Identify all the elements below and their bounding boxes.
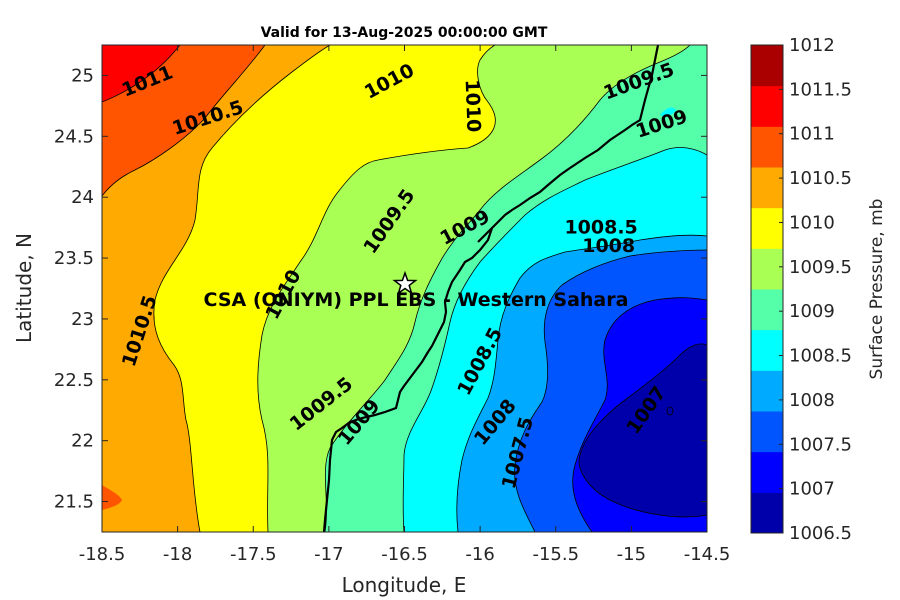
x-tick-label: -16	[465, 544, 494, 565]
colorbar-segment	[751, 167, 783, 209]
x-tick-label: -15.5	[532, 544, 579, 565]
y-tick-label: 22.5	[54, 370, 94, 391]
chart-title: Valid for 13-Aug-2025 00:00:00 GMT	[261, 25, 548, 41]
colorbar-tick-label: 1011	[789, 124, 835, 145]
fill-band-1006-5	[579, 343, 707, 517]
colorbar-segment	[751, 492, 783, 534]
x-tick-label: -18.5	[79, 544, 126, 565]
colorbar-segment	[751, 85, 783, 127]
fill-band-1011-5	[102, 45, 180, 102]
contour-label: 1008	[582, 235, 635, 257]
colorbar-tick-label: 1007	[789, 479, 835, 500]
colorbar: 1006.5 1007 1007.5 1008 1008.5 1009 1009.5 1010…	[750, 35, 852, 544]
y-tick-label: 24.5	[54, 126, 94, 147]
colorbar-label: Surface Pressure, mb	[867, 199, 887, 380]
colorbar-frame	[750, 44, 784, 534]
x-tick-label: -16.5	[381, 544, 428, 565]
colorbar-segment	[751, 126, 783, 168]
colorbar-segment	[751, 45, 783, 87]
colorbar-tick-label: 1006.5	[789, 523, 852, 544]
fill-spot-1010-5-w	[141, 312, 155, 324]
x-tick-label: -17	[314, 544, 343, 565]
x-axis-ticks: -18.5 -18 -17.5 -17 -16.5 -16 -15.5 -15 -14.5	[79, 45, 731, 565]
contour-lines	[102, 45, 707, 532]
y-tick-label: 23.5	[54, 248, 94, 269]
y-tick-label: 22	[71, 431, 94, 452]
colorbar-segment	[751, 289, 783, 331]
colorbar-tick-label: 1011.5	[789, 79, 852, 100]
coastline	[322, 45, 660, 532]
colorbar-tick-label: 1010.5	[789, 168, 852, 189]
colorbar-tick-label: 1007.5	[789, 434, 852, 455]
colorbar-segment	[751, 370, 783, 412]
colorbar-tick-label: 1008	[789, 390, 835, 411]
y-tick-label: 21.5	[54, 492, 94, 513]
fill-band-1011	[102, 45, 265, 196]
colorbar-segment	[751, 451, 783, 493]
colorbar-tick-label: 1012	[789, 35, 835, 56]
colorbar-segment	[751, 411, 783, 453]
colorbar-segment	[751, 329, 783, 371]
y-tick-label: 25	[71, 65, 94, 86]
contour-label: 1008.5	[564, 217, 637, 239]
fill-spot-1011-sw	[102, 485, 122, 510]
x-tick-label: -14.5	[684, 544, 731, 565]
station-label: CSA (ONIYM) PPL EBS - Western Sahara	[204, 289, 629, 311]
colorbar-tick-label: 1010	[789, 212, 835, 233]
x-axis-label: Longitude, E	[342, 573, 467, 597]
y-axis-ticks: 21.5 22 22.5 23 23.5 24 24.5 25	[54, 65, 707, 513]
x-tick-label: -15	[617, 544, 646, 565]
colorbar-segment	[751, 207, 783, 249]
x-tick-label: -17.5	[230, 544, 277, 565]
y-tick-label: 24	[71, 187, 94, 208]
colorbar-segment	[751, 248, 783, 290]
colorbar-tick-label: 1008.5	[789, 346, 852, 367]
colorbar-tick-label: 1009.5	[789, 257, 852, 278]
station-marker-star	[392, 270, 418, 295]
x-tick-label: -18	[163, 544, 192, 565]
colorbar-tick-label: 1009	[789, 301, 835, 322]
y-tick-label: 23	[71, 309, 94, 330]
y-axis-label: Latitude, N	[12, 233, 36, 343]
contour-label: 1010	[461, 79, 485, 133]
